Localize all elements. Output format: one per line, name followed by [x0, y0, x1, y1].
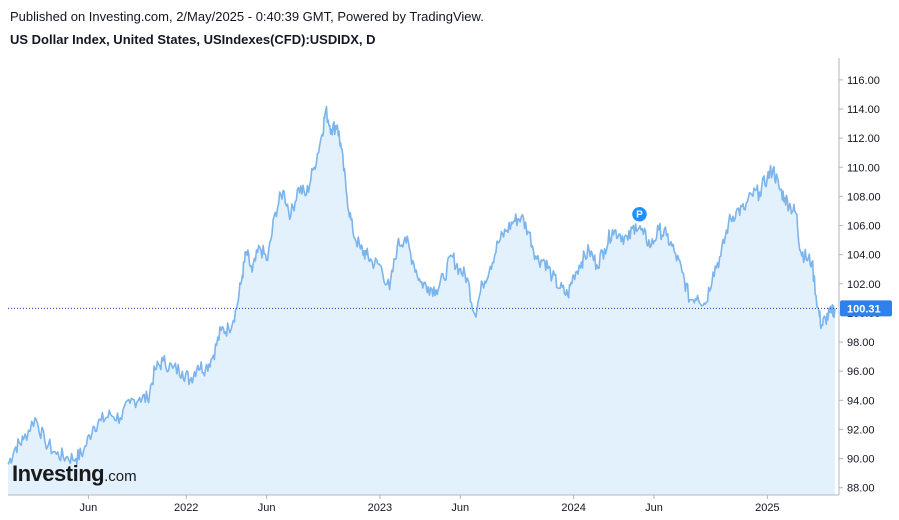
x-tick-label: Jun — [258, 502, 276, 514]
x-tick-label: 2025 — [755, 502, 779, 514]
x-tick-label: Jun — [645, 502, 663, 514]
y-axis[interactable]: 88.0090.0092.0094.0096.0098.00100.00102.… — [838, 58, 881, 495]
x-tick-label: Jun — [80, 502, 98, 514]
investing-logo: Investing.com — [12, 461, 137, 486]
event-marker[interactable]: P — [630, 205, 649, 223]
y-tick-label: 116.00 — [847, 75, 880, 87]
last-price-tag: 100.31 — [840, 300, 892, 317]
x-tick-label: 2022 — [174, 502, 198, 514]
y-tick-label: 102.00 — [847, 279, 881, 291]
last-price-label: 100.31 — [847, 303, 881, 315]
published-line: Published on Investing.com, 2/May/2025 -… — [10, 9, 484, 24]
event-marker-label[interactable]: P — [636, 210, 643, 221]
y-tick-label: 108.00 — [847, 191, 881, 203]
instrument-title: US Dollar Index, United States, USIndexe… — [10, 32, 376, 47]
x-tick-label: 2023 — [368, 502, 392, 514]
x-axis[interactable]: Jun 2022 Jun 2023 Jun 2024 Jun 2025 — [8, 494, 839, 514]
y-tick-label: 88.00 — [847, 483, 875, 495]
logo-suffix: .com — [104, 468, 137, 485]
y-tick-label: 90.00 — [847, 454, 875, 466]
series-line[interactable] — [7, 105, 836, 466]
last-price-tag-bg — [840, 300, 892, 317]
y-tick-label: 96.00 — [847, 366, 875, 378]
x-tick-label: 2024 — [561, 502, 585, 514]
series-area-fill — [8, 106, 836, 495]
event-marker-circle[interactable] — [630, 205, 649, 223]
y-tick-label: 98.00 — [847, 337, 875, 349]
y-tick-label: 110.00 — [847, 162, 880, 174]
y-tick-label: 106.00 — [847, 221, 881, 233]
logo-main: Investing — [12, 461, 104, 486]
y-tick-label: 114.00 — [847, 104, 880, 116]
y-tick-label: 92.00 — [847, 424, 875, 436]
y-tick-label: 112.00 — [847, 133, 880, 145]
y-tick-label: 94.00 — [847, 395, 875, 407]
x-tick-label: Jun — [451, 502, 469, 514]
logo-text: Investing.com — [12, 461, 137, 486]
y-tick-label: 104.00 — [847, 250, 881, 262]
